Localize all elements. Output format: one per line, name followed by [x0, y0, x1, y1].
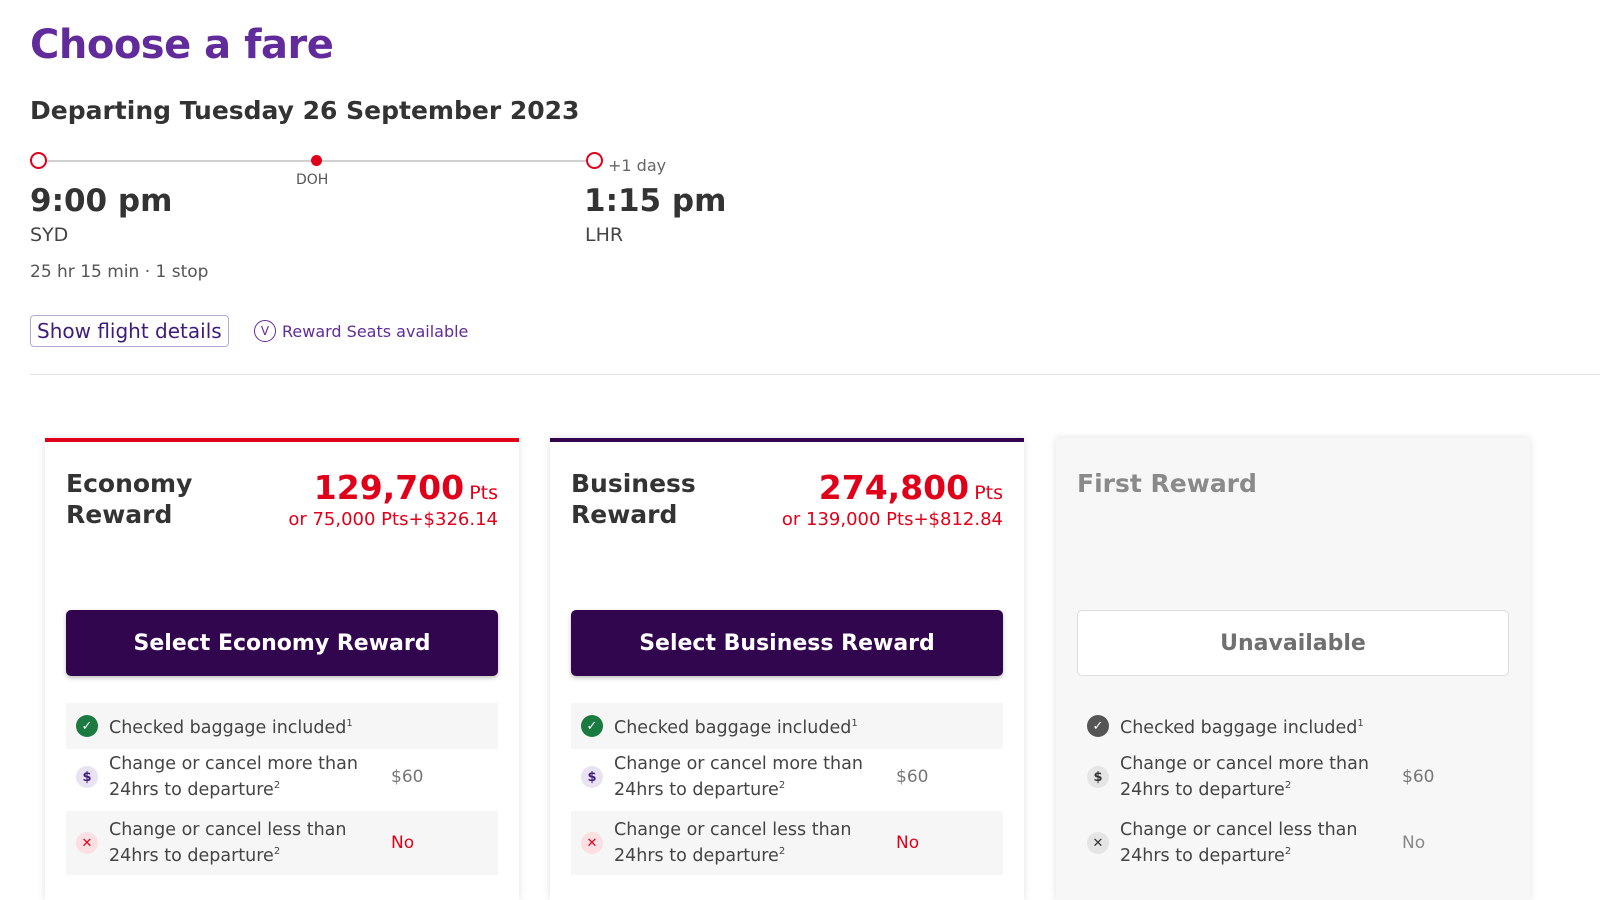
- fare-card: First Reward Unavailable ✓ Checked baggag…: [1056, 438, 1530, 900]
- feature-text: Checked baggage included1: [614, 713, 896, 739]
- feature-label: Checked baggage included: [614, 717, 852, 738]
- fare-card: Economy Reward 129,700 Pts or 75,000 Pts…: [45, 438, 519, 900]
- stop-airport: DOH: [296, 172, 329, 188]
- page-title: Choose a fare: [30, 22, 334, 68]
- reward-seats-label: Reward Seats available: [282, 321, 469, 341]
- stop-node-icon: [311, 155, 322, 166]
- fare-feature-row: ✓ Checked baggage included1: [571, 703, 1003, 749]
- flight-duration: 25 hr 15 min · 1 stop: [30, 262, 209, 282]
- feature-label: Change or cancel more than 24hrs to depa…: [614, 753, 863, 800]
- select-fare-button[interactable]: Select Business Reward: [571, 610, 1003, 676]
- dollar-icon: $: [1087, 766, 1109, 788]
- feature-label: Change or cancel more than 24hrs to depa…: [109, 753, 358, 800]
- departure-node-icon: [30, 152, 47, 169]
- feature-text: Change or cancel more than 24hrs to depa…: [1120, 754, 1402, 801]
- feature-text: Change or cancel less than 24hrs to depa…: [109, 820, 391, 867]
- plus-day-label: +1 day: [608, 156, 667, 175]
- unavailable-button: Unavailable: [1077, 610, 1509, 676]
- feature-footnote: 1: [851, 718, 858, 730]
- fare-card-accent-bar: [550, 438, 1024, 442]
- feature-footnote: 2: [273, 845, 281, 857]
- feature-footnote: 2: [778, 845, 786, 857]
- fare-points-unit: Pts: [469, 482, 498, 504]
- departure-airport: SYD: [30, 224, 69, 246]
- fare-feature-row: $ Change or cancel more than 24hrs to de…: [66, 746, 498, 808]
- fare-card: Business Reward 274,800 Pts or 139,000 P…: [550, 438, 1024, 900]
- section-divider: [30, 374, 1600, 375]
- feature-label: Change or cancel less than 24hrs to depa…: [1120, 819, 1358, 866]
- fare-points-unit: Pts: [974, 482, 1003, 504]
- feature-text: Change or cancel less than 24hrs to depa…: [1120, 820, 1402, 867]
- dollar-icon: $: [76, 766, 98, 788]
- fare-feature-row: $ Change or cancel more than 24hrs to de…: [1077, 746, 1509, 808]
- arrival-time: 1:15 pm: [584, 183, 727, 219]
- check-icon: ✓: [1087, 715, 1109, 737]
- fare-price: 129,700 Pts or 75,000 Pts+$326.14: [288, 468, 498, 530]
- feature-footnote: 2: [1284, 779, 1292, 791]
- fare-points: 274,800: [818, 468, 970, 507]
- select-fare-button[interactable]: Select Economy Reward: [66, 610, 498, 676]
- cross-icon: ✕: [581, 832, 603, 854]
- timeline-segment-2: [318, 160, 586, 162]
- timeline-segment-1: [46, 160, 316, 162]
- feature-label: Change or cancel more than 24hrs to depa…: [1120, 753, 1369, 800]
- feature-footnote: 2: [1284, 845, 1292, 857]
- velocity-v-icon: V: [254, 320, 276, 342]
- feature-value: No: [391, 833, 415, 853]
- fare-feature-row: ✕ Change or cancel less than 24hrs to de…: [1077, 811, 1509, 875]
- departure-time: 9:00 pm: [30, 183, 173, 219]
- fare-feature-row: ✓ Checked baggage included1: [66, 703, 498, 749]
- fare-feature-row: ✕ Change or cancel less than 24hrs to de…: [66, 811, 498, 875]
- feature-footnote: 1: [1357, 718, 1364, 730]
- fare-name: First Reward: [1077, 469, 1257, 498]
- fare-feature-row: ✕ Change or cancel less than 24hrs to de…: [571, 811, 1003, 875]
- feature-value: $60: [391, 767, 424, 787]
- feature-label: Change or cancel less than 24hrs to depa…: [109, 819, 347, 866]
- feature-value: No: [1402, 833, 1426, 853]
- fare-alt-price: or 139,000 Pts+$812.84: [781, 509, 1003, 530]
- arrival-node-icon: [586, 152, 603, 169]
- fare-alt-price: or 75,000 Pts+$326.14: [288, 509, 498, 530]
- fare-price: 274,800 Pts or 139,000 Pts+$812.84: [782, 468, 1003, 530]
- fare-points: 129,700: [313, 468, 465, 507]
- feature-footnote: 1: [346, 718, 353, 730]
- cross-icon: ✕: [76, 832, 98, 854]
- check-icon: ✓: [76, 715, 98, 737]
- feature-text: Change or cancel less than 24hrs to depa…: [614, 820, 896, 867]
- cross-icon: ✕: [1087, 832, 1109, 854]
- check-icon: ✓: [581, 715, 603, 737]
- feature-value: $60: [896, 767, 929, 787]
- fare-name: Business Reward: [571, 469, 696, 529]
- feature-value: $60: [1402, 767, 1435, 787]
- feature-text: Checked baggage included1: [1120, 713, 1402, 739]
- feature-label: Checked baggage included: [109, 717, 347, 738]
- feature-text: Change or cancel more than 24hrs to depa…: [614, 754, 896, 801]
- feature-footnote: 2: [778, 779, 786, 791]
- fare-card-accent-bar: [45, 438, 519, 442]
- dollar-icon: $: [581, 766, 603, 788]
- show-flight-details-button[interactable]: Show flight details: [30, 315, 229, 347]
- reward-seats-indicator: V Reward Seats available: [254, 320, 468, 342]
- feature-label: Change or cancel less than 24hrs to depa…: [614, 819, 852, 866]
- feature-footnote: 2: [273, 779, 281, 791]
- feature-text: Checked baggage included1: [109, 713, 391, 739]
- fare-feature-row: ✓ Checked baggage included1: [1077, 703, 1509, 749]
- feature-label: Checked baggage included: [1120, 717, 1358, 738]
- departing-date-heading: Departing Tuesday 26 September 2023: [30, 96, 580, 125]
- arrival-airport: LHR: [585, 224, 624, 246]
- feature-value: No: [896, 833, 920, 853]
- feature-text: Change or cancel more than 24hrs to depa…: [109, 754, 391, 801]
- fare-feature-row: $ Change or cancel more than 24hrs to de…: [571, 746, 1003, 808]
- fare-name: Economy Reward: [66, 469, 193, 529]
